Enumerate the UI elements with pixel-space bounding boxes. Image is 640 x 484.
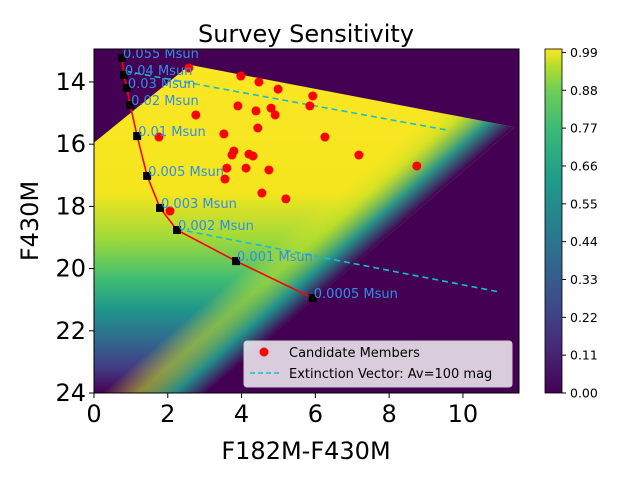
x-tick-label: 2 <box>160 400 175 428</box>
x-tick-label: 6 <box>308 400 323 428</box>
candidate-member-point <box>320 132 330 142</box>
candidate-member-point <box>308 91 318 101</box>
y-tick-label: 22 <box>55 317 86 345</box>
candidate-member-point <box>253 123 263 133</box>
y-axis-label: F430M <box>16 181 44 261</box>
candidate-member-point <box>270 110 280 120</box>
x-tick-label: 10 <box>448 400 479 428</box>
colorbar-tick-label: 0.99 <box>570 45 598 60</box>
x-axis-label: F182M-F430M <box>221 437 390 465</box>
mass-label: 0.04 Msun <box>125 64 193 79</box>
candidate-member-point <box>264 165 274 175</box>
isochrone-mass-marker <box>173 226 182 235</box>
mass-label: 0.002 Msun <box>178 219 254 234</box>
isochrone-mass-marker <box>122 83 131 92</box>
colorbar-tick-label: 0.77 <box>570 121 598 136</box>
x-axis: 0 2 4 6 8 10 <box>86 393 478 428</box>
candidate-member-point <box>236 71 246 81</box>
colorbar-ticks: 0.00 0.11 0.22 0.33 0.44 0.55 0.66 0.77 0.88 0.99 <box>562 45 598 401</box>
candidate-member-point <box>251 106 261 116</box>
legend-box <box>243 340 513 388</box>
legend-label-extinction-vector: Extinction Vector: Av=100 mag <box>289 367 492 382</box>
extinction-vectors <box>124 70 500 293</box>
candidate-member-point <box>227 150 237 160</box>
colorbar-tick-label: 0.22 <box>570 310 598 325</box>
candidate-member-point <box>154 132 164 142</box>
candidate-members <box>154 63 422 216</box>
candidate-member-point <box>184 63 194 73</box>
candidate-member-point <box>233 101 243 111</box>
colorbar-tick-label: 0.11 <box>570 348 598 363</box>
isochrone <box>118 54 317 303</box>
candidate-member-point <box>222 163 232 173</box>
colorbar-tick-label: 0.00 <box>570 386 598 401</box>
colorbar-tick-label: 0.55 <box>570 196 598 211</box>
isochrone-mass-marker <box>133 132 142 141</box>
candidate-member-point <box>281 194 291 204</box>
colorbar-tick-label: 0.66 <box>570 158 598 173</box>
y-tick-label: 14 <box>55 68 86 96</box>
isochrone-mass-marker <box>118 54 127 63</box>
candidate-member-point <box>254 77 264 87</box>
candidate-member-point <box>412 161 422 171</box>
candidate-member-point <box>354 150 364 160</box>
candidate-member-point <box>305 101 315 111</box>
x-tick-label: 4 <box>234 400 249 428</box>
legend-label-candidate-members: Candidate Members <box>289 346 420 361</box>
legend-marker-candidate-members <box>259 347 269 357</box>
candidate-member-point <box>220 174 230 184</box>
candidate-member-point <box>266 103 276 113</box>
plot-frame <box>93 48 520 394</box>
colorbar: 0.00 0.11 0.22 0.33 0.44 0.55 0.66 0.77 0.88 0.99 <box>544 45 598 401</box>
mass-label: 0.055 Msun <box>123 47 199 62</box>
isochrone-mass-marker <box>143 171 152 180</box>
colorbar-gradient <box>544 48 563 394</box>
colorbar-tick-label: 0.33 <box>570 272 598 287</box>
y-tick-label: 16 <box>55 130 86 158</box>
isochrone-mass-marker <box>308 294 317 303</box>
mass-label: 0.01 Msun <box>138 125 206 140</box>
y-axis: 14 16 18 20 22 24 <box>55 68 94 407</box>
mass-label: 0.02 Msun <box>131 94 199 109</box>
isochrone-mass-marker <box>126 100 135 109</box>
y-tick-label: 18 <box>55 192 86 220</box>
candidate-member-point <box>165 206 175 216</box>
candidate-member-point <box>273 84 283 94</box>
mass-label: 0.005 Msun <box>148 165 224 180</box>
mass-label: 0.003 Msun <box>161 197 237 212</box>
candidate-member-point <box>248 151 258 161</box>
mass-label: 0.03 Msun <box>128 77 196 92</box>
x-tick-label: 8 <box>381 400 396 428</box>
candidate-member-point <box>257 188 267 198</box>
extinction-vector-line <box>124 70 447 131</box>
candidate-member-point <box>191 110 201 120</box>
extinction-vector-line <box>176 228 500 293</box>
y-tick-label: 20 <box>55 255 86 283</box>
x-tick-label: 0 <box>86 400 101 428</box>
candidate-member-point <box>241 163 251 173</box>
mass-label: 0.0005 Msun <box>314 287 398 302</box>
chart-title: Survey Sensitivity <box>198 20 414 48</box>
colorbar-tick-label: 0.44 <box>570 234 598 249</box>
isochrone-mass-marker <box>156 203 165 212</box>
isochrone-line <box>121 57 314 299</box>
y-tick-label: 24 <box>55 379 86 407</box>
mass-label: 0.001 Msun <box>237 250 313 265</box>
isochrone-mass-marker <box>232 257 241 266</box>
candidate-member-point <box>219 129 229 139</box>
legend: Candidate Members Extinction Vector: Av=… <box>243 340 513 388</box>
colorbar-tick-label: 0.88 <box>570 83 598 98</box>
isochrone-mass-marker <box>119 70 128 79</box>
